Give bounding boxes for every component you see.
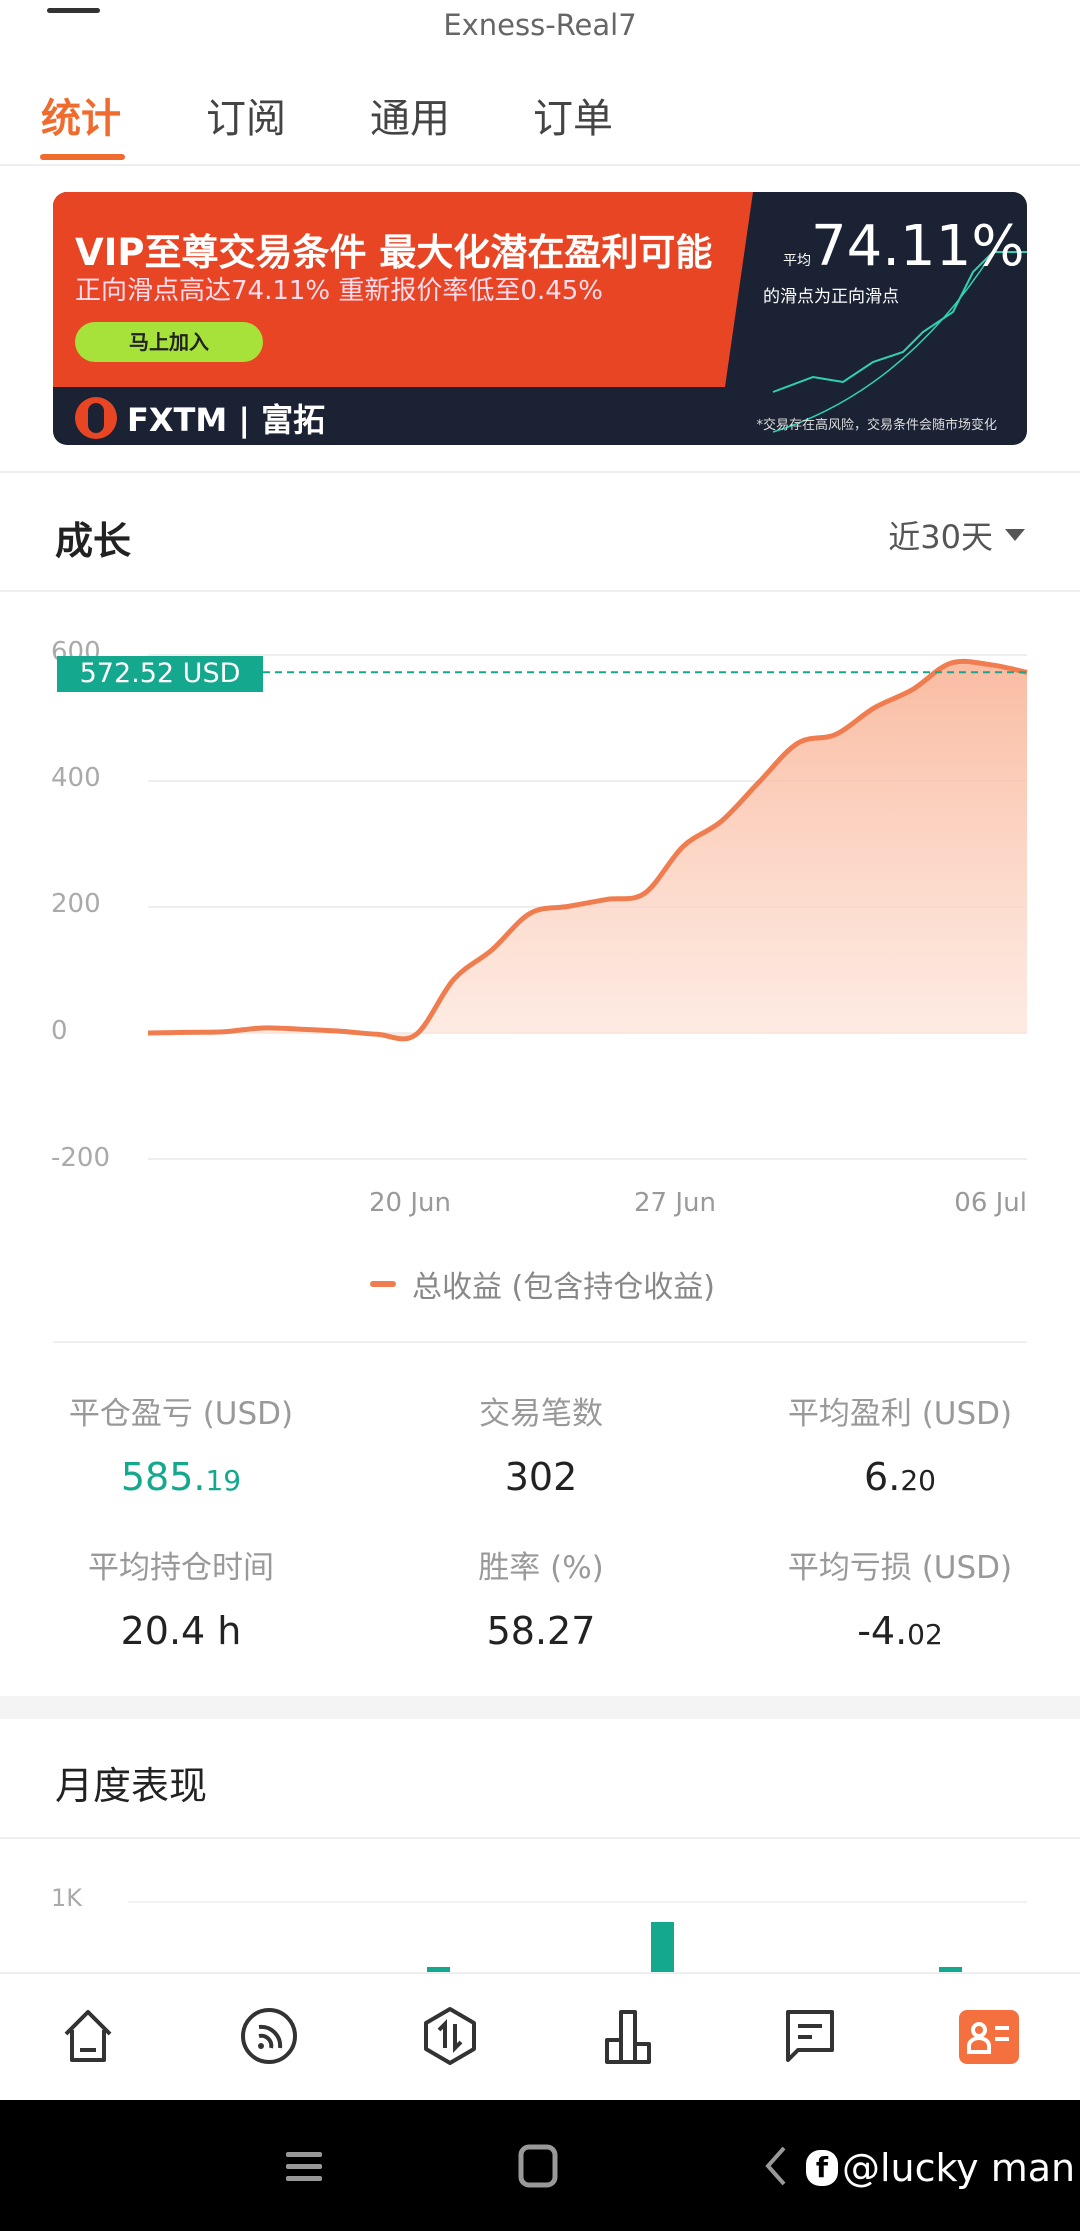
x-tick: 27 Jun (634, 1188, 716, 1218)
account-title: Exness-Real7 (443, 8, 637, 42)
trade-icon[interactable] (420, 2006, 480, 2066)
bottom-nav (0, 1972, 1080, 2100)
rank-chart-icon[interactable] (599, 2006, 659, 2066)
chart-legend: 总收益 (包含持仓收益) (370, 1262, 715, 1306)
stat-value: 585.19 (120, 1455, 242, 1499)
stat-trade-count: 交易笔数 302 (479, 1388, 603, 1499)
divider (0, 1837, 1080, 1839)
current-value-badge: 572.52 USD (57, 656, 263, 692)
divider (53, 1341, 1027, 1343)
period-value: 近30天 (888, 518, 993, 556)
brand-name: FXTM | 富拓 (127, 401, 326, 439)
divider (0, 471, 1080, 473)
risk-warning: *交易存在高风险，交易条件会随市场变化 (756, 418, 997, 433)
stat-label: 平均亏损 (USD) (787, 1550, 1013, 1586)
section-separator (0, 1696, 1080, 1719)
monthly-title: 月度表现 (55, 1764, 208, 1808)
stat-label: 平仓盈亏 (USD) (68, 1396, 294, 1432)
banner-stat-caption: 的滑点为正向滑点 (763, 287, 899, 307)
stat-value: -4.02 (857, 1609, 943, 1653)
stat-label: 胜率 (%) (478, 1550, 604, 1586)
stat-label: 交易笔数 (479, 1396, 603, 1432)
growth-chart (147, 654, 1028, 1160)
join-now-button[interactable]: 马上加入 (75, 322, 263, 362)
stat-prefix: 平均 (783, 253, 811, 269)
divider (0, 590, 1080, 592)
x-tick: 06 Jul (954, 1188, 1027, 1218)
message-icon[interactable] (780, 2006, 840, 2066)
y-tick: 0 (51, 1016, 68, 1046)
menu-icon[interactable] (47, 8, 100, 13)
fxtm-logo-icon (75, 397, 117, 439)
home-system-icon[interactable] (518, 2144, 558, 2188)
watermark: f @lucky man (806, 2146, 1075, 2190)
stat-avg-loss: 平均亏损 (USD) -4.02 (788, 1542, 1012, 1653)
stat-value: 6.20 (864, 1455, 936, 1499)
stat-value: 302 (504, 1455, 578, 1499)
tab-subscribe[interactable]: 订阅 (206, 96, 286, 142)
y-tick: 1K (51, 1884, 83, 1912)
stat-value: 74.11% (811, 214, 1025, 279)
banner-headline: VIP至尊交易条件 最大化潜在盈利可能 (75, 231, 713, 274)
stat-label: 平均盈利 (USD) (787, 1396, 1013, 1432)
y-tick: -200 (51, 1143, 111, 1173)
tab-stats[interactable]: 统计 (41, 96, 121, 142)
ad-banner[interactable]: VIP至尊交易条件 最大化潜在盈利可能 正向滑点高达74.11% 重新报价率低至… (53, 192, 1027, 445)
tab-general[interactable]: 通用 (370, 96, 450, 142)
banner-graphic (772, 251, 1027, 433)
home-icon[interactable] (58, 2006, 118, 2066)
stat-value: 20.4 h (120, 1609, 242, 1653)
active-tab-indicator (40, 154, 125, 160)
y-tick: 200 (51, 889, 101, 919)
legend-label: 总收益 (包含持仓收益) (412, 1270, 715, 1305)
facebook-icon: f (806, 2150, 838, 2186)
stat-value: 58.27 (486, 1609, 596, 1653)
caret-down-icon (1005, 529, 1025, 541)
recent-apps-icon[interactable] (284, 2146, 324, 2186)
stat-avg-profit: 平均盈利 (USD) 6.20 (788, 1388, 1012, 1499)
x-tick: 20 Jun (369, 1188, 451, 1218)
monthly-bar (651, 1922, 674, 1972)
back-icon[interactable] (762, 2144, 788, 2188)
period-dropdown[interactable]: 近30天 (888, 512, 1025, 558)
series-line (147, 658, 1028, 1042)
stat-win-rate: 胜率 (%) 58.27 (478, 1542, 604, 1653)
monthly-bar (427, 1967, 450, 1972)
banner-stat: 平均74.11% (783, 214, 1025, 279)
growth-title: 成长 (55, 519, 132, 563)
monthly-bar (939, 1967, 962, 1972)
system-nav-bar (0, 2100, 1080, 2231)
area-fill (148, 661, 1027, 1039)
stat-avg-hold-time: 平均持仓时间 20.4 h (88, 1542, 274, 1653)
banner-subline: 正向滑点高达74.11% 重新报价率低至0.45% (75, 276, 603, 306)
gridline (128, 1901, 1027, 1903)
divider (0, 164, 1080, 166)
y-tick: 400 (51, 763, 101, 793)
signal-feed-icon[interactable] (239, 2006, 299, 2066)
profile-card-icon[interactable] (959, 2006, 1019, 2066)
stat-closed-pnl: 平仓盈亏 (USD) 585.19 (69, 1388, 293, 1499)
stat-label: 平均持仓时间 (88, 1550, 274, 1586)
tab-orders[interactable]: 订单 (533, 96, 613, 142)
watermark-text: @lucky man (842, 2146, 1076, 2190)
fxtm-logo: FXTM | 富拓 (75, 395, 325, 441)
legend-swatch (370, 1281, 396, 1287)
